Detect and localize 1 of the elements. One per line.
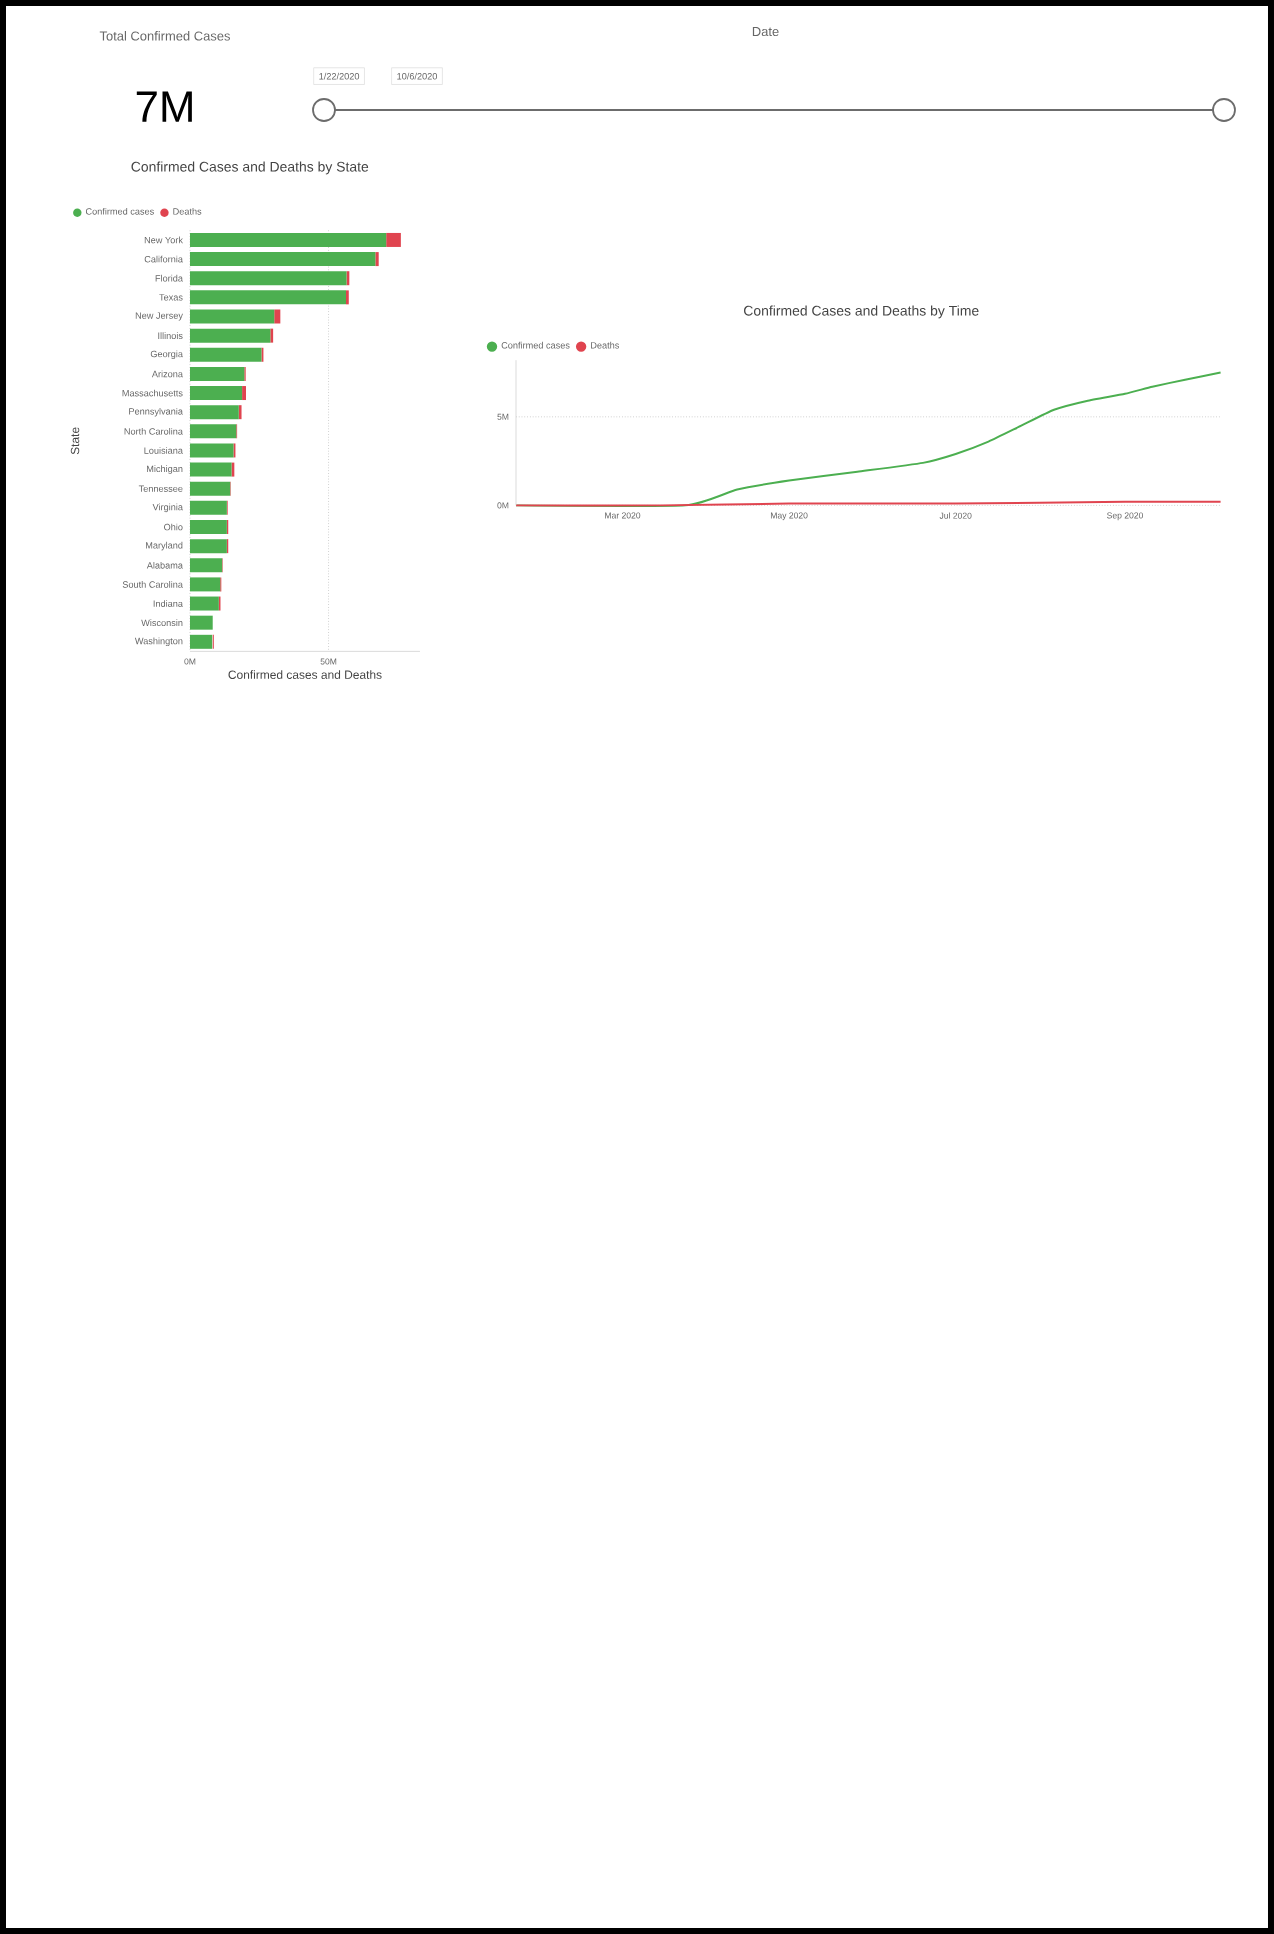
text: 7M xyxy=(136,91,192,122)
